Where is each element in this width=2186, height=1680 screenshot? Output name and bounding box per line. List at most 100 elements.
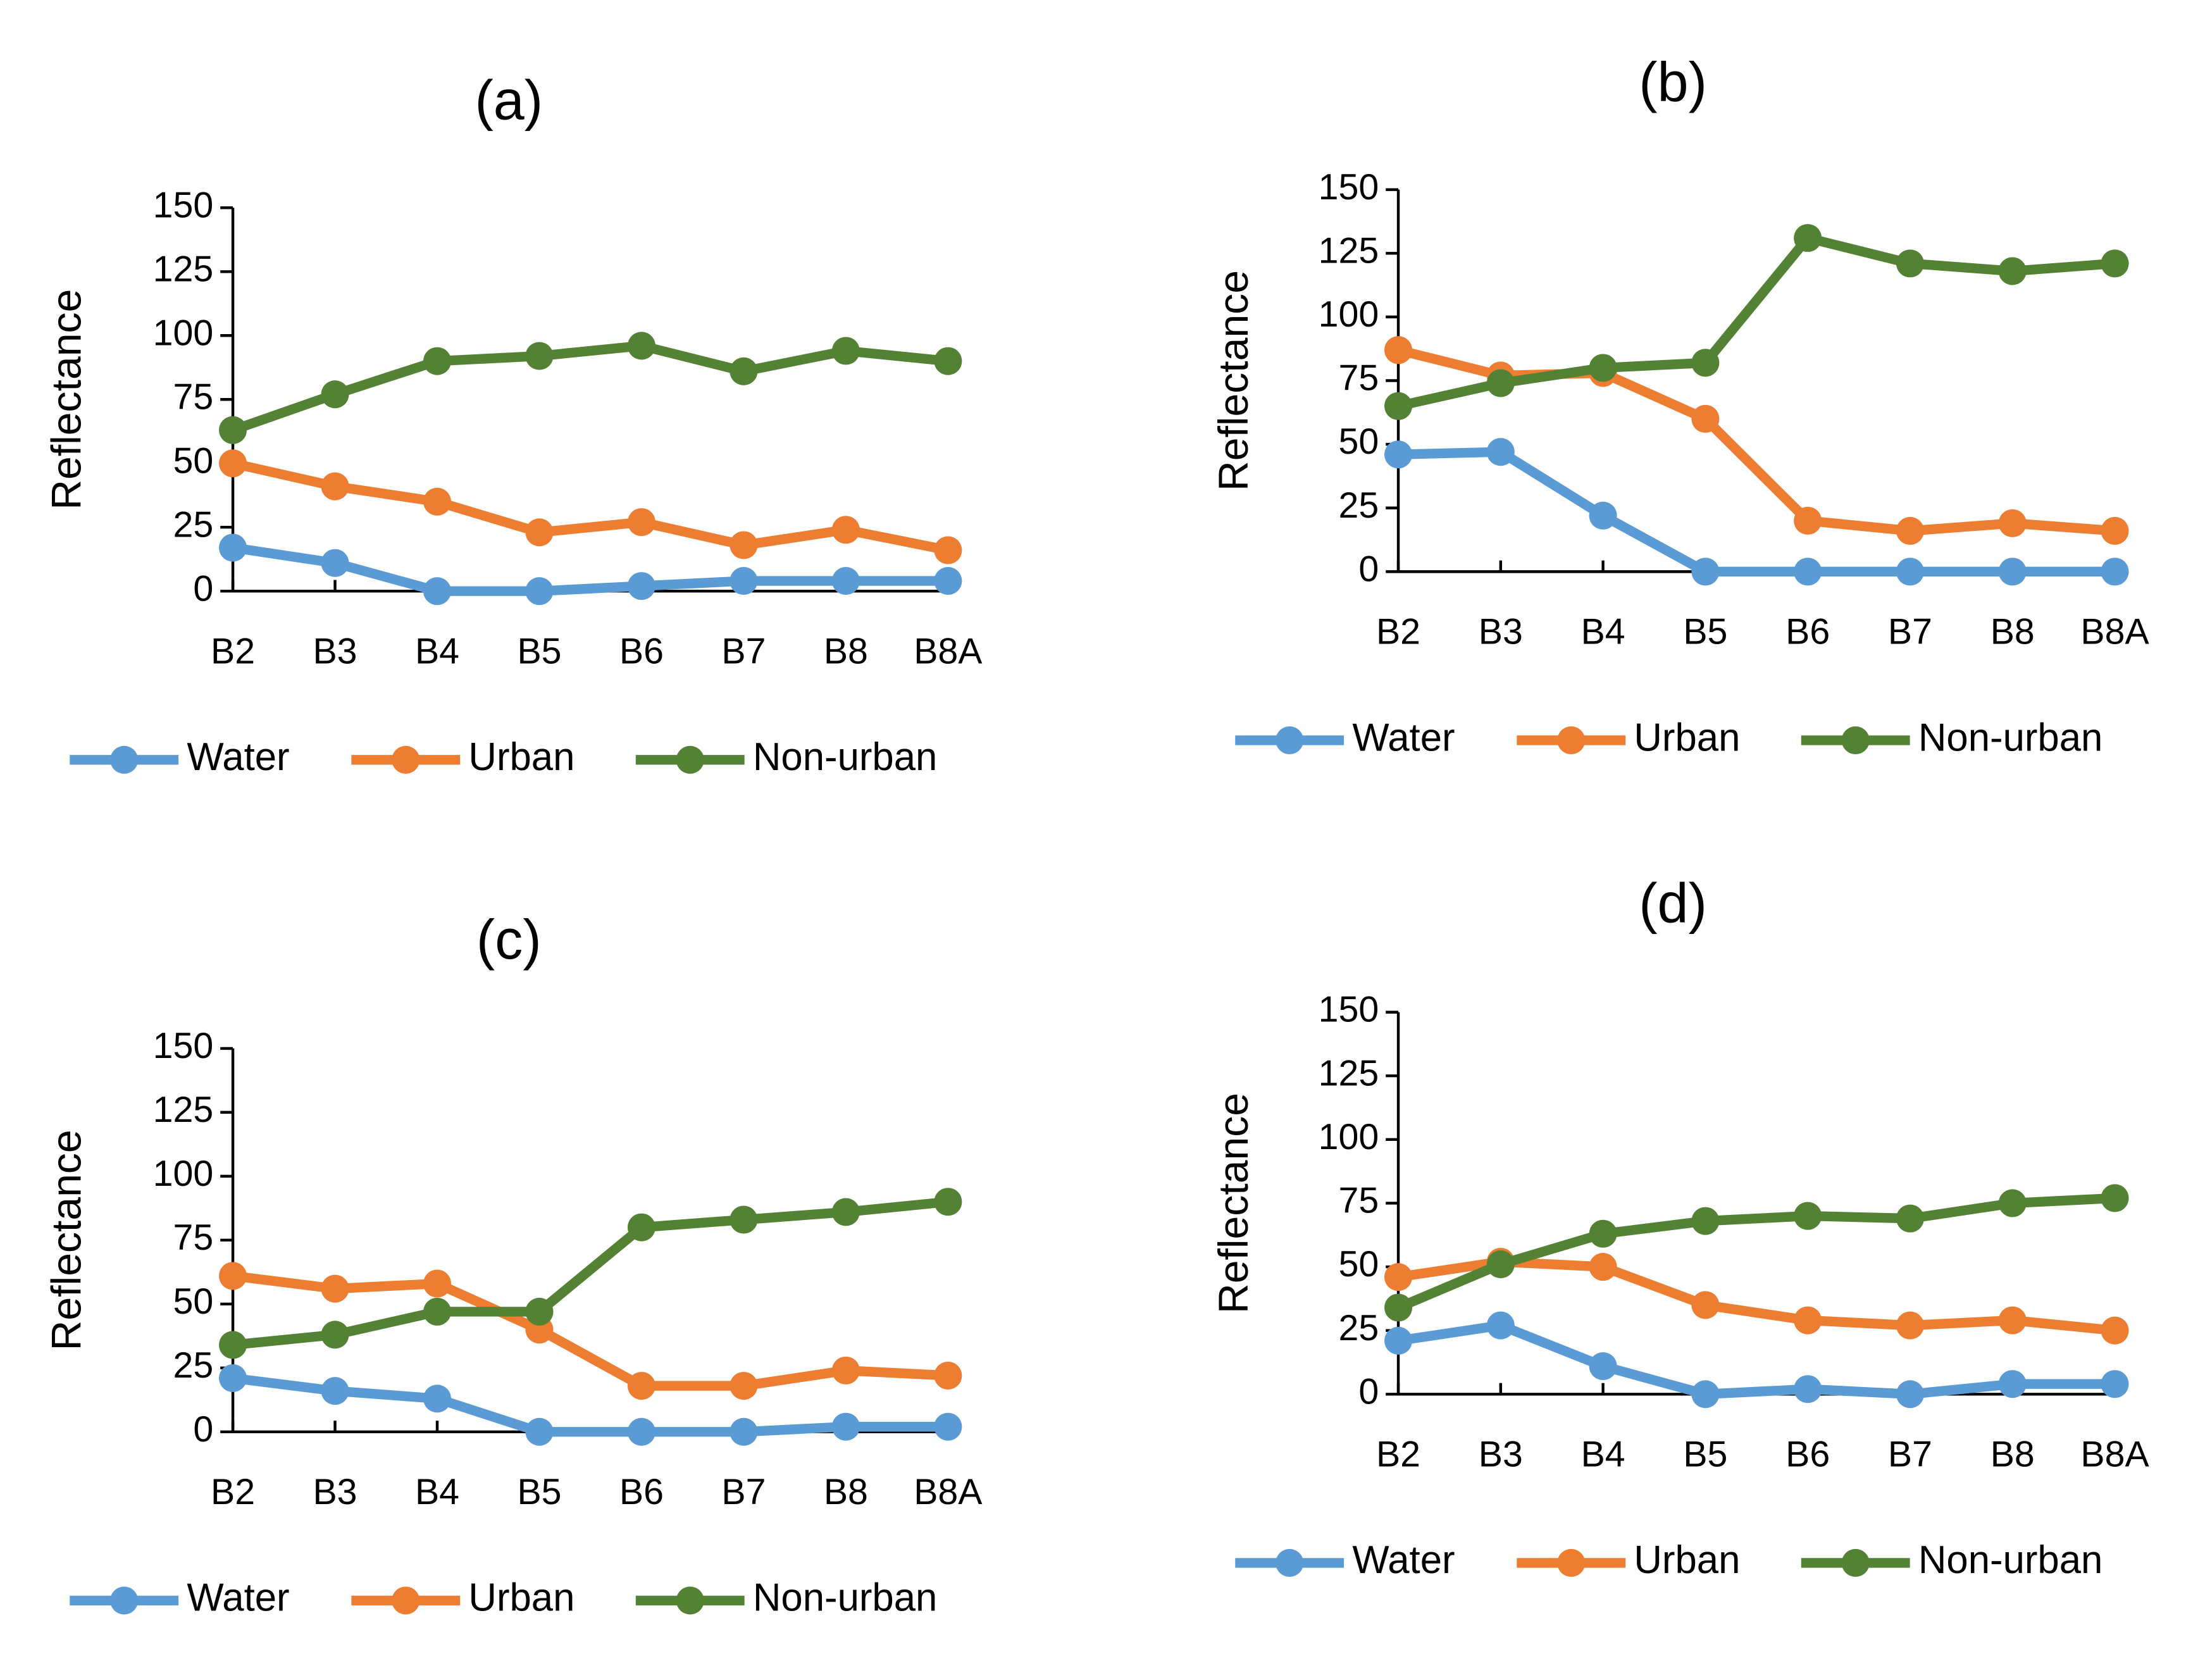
legend-label: Urban	[1634, 1538, 1740, 1582]
y-tick-label: 0	[193, 568, 213, 609]
y-tick-label: 50	[173, 440, 214, 481]
x-tick-label: B4	[415, 631, 459, 671]
data-point	[934, 347, 962, 375]
chart-title: (b)	[1639, 51, 1707, 113]
data-point	[730, 1205, 758, 1234]
data-point	[423, 577, 452, 606]
data-point	[1794, 224, 1822, 252]
y-tick-label: 150	[153, 1026, 214, 1066]
legend-marker	[1841, 1548, 1870, 1577]
x-tick-label: B3	[1479, 612, 1523, 652]
data-point	[934, 536, 962, 564]
data-point	[2101, 1370, 2129, 1398]
data-point	[831, 567, 860, 595]
data-point	[1998, 257, 2027, 285]
x-tick-label: B6	[619, 1472, 664, 1512]
y-tick-label: 100	[1319, 1117, 1379, 1157]
x-tick-label: B8	[1990, 1434, 2035, 1475]
series	[219, 332, 962, 444]
legend-label: Water	[187, 735, 289, 779]
x-tick-label: B8A	[2080, 1434, 2149, 1475]
data-point	[423, 1297, 452, 1326]
data-point	[525, 342, 554, 370]
legend-label: Water	[1352, 716, 1455, 759]
series-line	[1398, 447, 2115, 577]
data-point	[321, 472, 349, 501]
data-point	[423, 1269, 452, 1298]
data-point	[627, 332, 655, 360]
data-point	[525, 1417, 554, 1446]
x-tick-label: B7	[1888, 612, 1932, 652]
data-point	[934, 567, 962, 595]
series-line	[232, 542, 948, 596]
y-tick-label: 0	[193, 1409, 213, 1450]
legend-marker	[110, 1586, 139, 1615]
x-tick-label: B7	[721, 631, 766, 671]
data-point	[525, 1297, 554, 1326]
series-line	[232, 1373, 948, 1437]
y-axis-label: Reflectance	[1210, 1093, 1257, 1314]
legend-marker	[1557, 726, 1586, 754]
legend-marker	[110, 745, 139, 774]
data-point	[2101, 1316, 2129, 1345]
y-axis-label: Reflectance	[44, 289, 90, 510]
data-point	[1486, 1311, 1515, 1340]
series-line	[232, 1197, 949, 1350]
data-point	[219, 1331, 247, 1359]
x-tick-label: B8A	[914, 631, 983, 671]
data-point	[1486, 438, 1515, 466]
data-point	[1794, 506, 1822, 535]
legend-marker	[392, 745, 420, 774]
data-point	[1589, 1352, 1617, 1381]
y-tick-label: 0	[1358, 1371, 1379, 1412]
data-point	[730, 357, 758, 385]
y-tick-label: 50	[1338, 421, 1379, 462]
data-point	[1691, 349, 1720, 377]
data-point	[321, 1274, 349, 1303]
data-point	[1589, 1253, 1617, 1281]
data-point	[627, 1417, 655, 1446]
x-tick-label: B5	[517, 1472, 561, 1512]
y-tick-label: 0	[1358, 549, 1379, 589]
data-point	[1486, 1250, 1515, 1279]
data-point	[1589, 354, 1617, 382]
y-tick-label: 150	[153, 185, 214, 225]
x-tick-label: B6	[1785, 612, 1830, 652]
series-line	[1396, 1193, 2115, 1312]
legend-marker	[1557, 1548, 1586, 1577]
data-point	[627, 1372, 655, 1400]
y-tick-label: 25	[1338, 485, 1379, 526]
data-point	[1589, 1219, 1617, 1248]
data-point	[934, 1412, 962, 1441]
data-point	[1691, 1380, 1720, 1409]
legend-label: Urban	[468, 1576, 574, 1620]
data-point	[219, 1262, 247, 1290]
series	[1384, 224, 2129, 420]
data-point	[1384, 1293, 1413, 1322]
y-tick-label: 75	[173, 376, 214, 417]
y-tick-label: 100	[153, 1154, 214, 1194]
x-tick-label: B8A	[2080, 612, 2149, 652]
data-point	[730, 531, 758, 559]
legend-marker	[676, 745, 704, 774]
y-tick-label: 125	[1319, 230, 1379, 271]
data-point	[525, 577, 554, 606]
legend-label: Non-urban	[753, 1576, 937, 1620]
data-point	[730, 1417, 758, 1446]
data-point	[423, 487, 452, 516]
y-axis-label: Reflectance	[1210, 270, 1257, 491]
data-point	[730, 1372, 758, 1400]
data-point	[1794, 1202, 1822, 1230]
series	[219, 1188, 962, 1359]
data-point	[2101, 249, 2129, 278]
data-point	[1384, 1326, 1413, 1355]
data-point	[1794, 1306, 1822, 1335]
x-tick-label: B2	[211, 1472, 255, 1512]
data-point	[423, 1384, 452, 1413]
series	[1384, 1311, 2129, 1409]
data-point	[1794, 557, 1822, 586]
data-point	[1691, 557, 1720, 586]
data-point	[934, 1361, 962, 1390]
data-point	[1384, 1263, 1413, 1291]
